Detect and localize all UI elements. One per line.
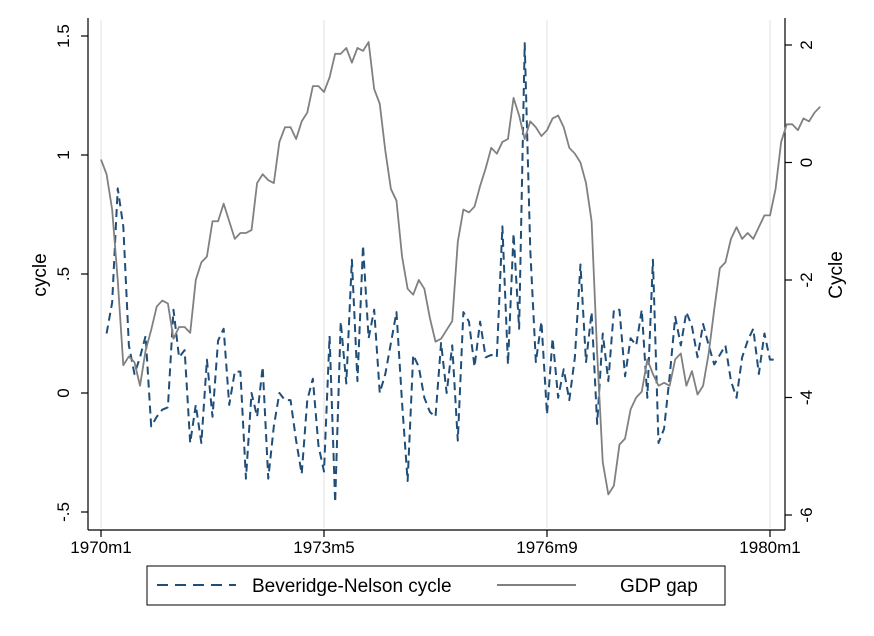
series-lines [100, 41, 821, 504]
legend-label-gap: GDP gap [620, 576, 698, 597]
y-left-axis-title: cycle [30, 253, 51, 296]
x-tick-label-2: 1976m9 [516, 538, 577, 557]
y-left-tick-label-2: .5 [54, 267, 73, 281]
y-right-tick-label-4: 2 [797, 40, 816, 49]
legend-label-bn: Beveridge-Nelson cycle [252, 576, 452, 597]
y-left-tick-label-1: 0 [54, 388, 73, 397]
y-left-tick-label-4: 1.5 [54, 24, 73, 48]
x-tick-label-1: 1973m5 [293, 538, 354, 557]
legend-box [146, 565, 726, 606]
axes: 1970m1 1973m5 1976m9 1980m1 -.5 0 .5 1 1.5 -6 -4 -2… [54, 18, 816, 557]
y-left-tick-label-0: -.5 [54, 502, 73, 522]
y-right-tick-label-3: 0 [797, 158, 816, 167]
x-tick-label-3: 1980m1 [739, 538, 800, 557]
y-right-tick-label-0: -6 [797, 507, 816, 522]
y-right-tick-label-2: -2 [797, 272, 816, 287]
y-left-tick-label-3: 1 [54, 150, 73, 159]
legend: Beveridge-Nelson cycle GDP gap [146, 565, 726, 606]
series-line-beveridge-nelson [105, 42, 776, 504]
x-tick-label-0: 1970m1 [70, 538, 131, 557]
series-line-gdp-gap [100, 41, 821, 496]
y-right-tick-label-1: -4 [797, 390, 816, 405]
y-right-axis-title: Cycle [826, 251, 847, 299]
gridlines [100, 20, 771, 528]
